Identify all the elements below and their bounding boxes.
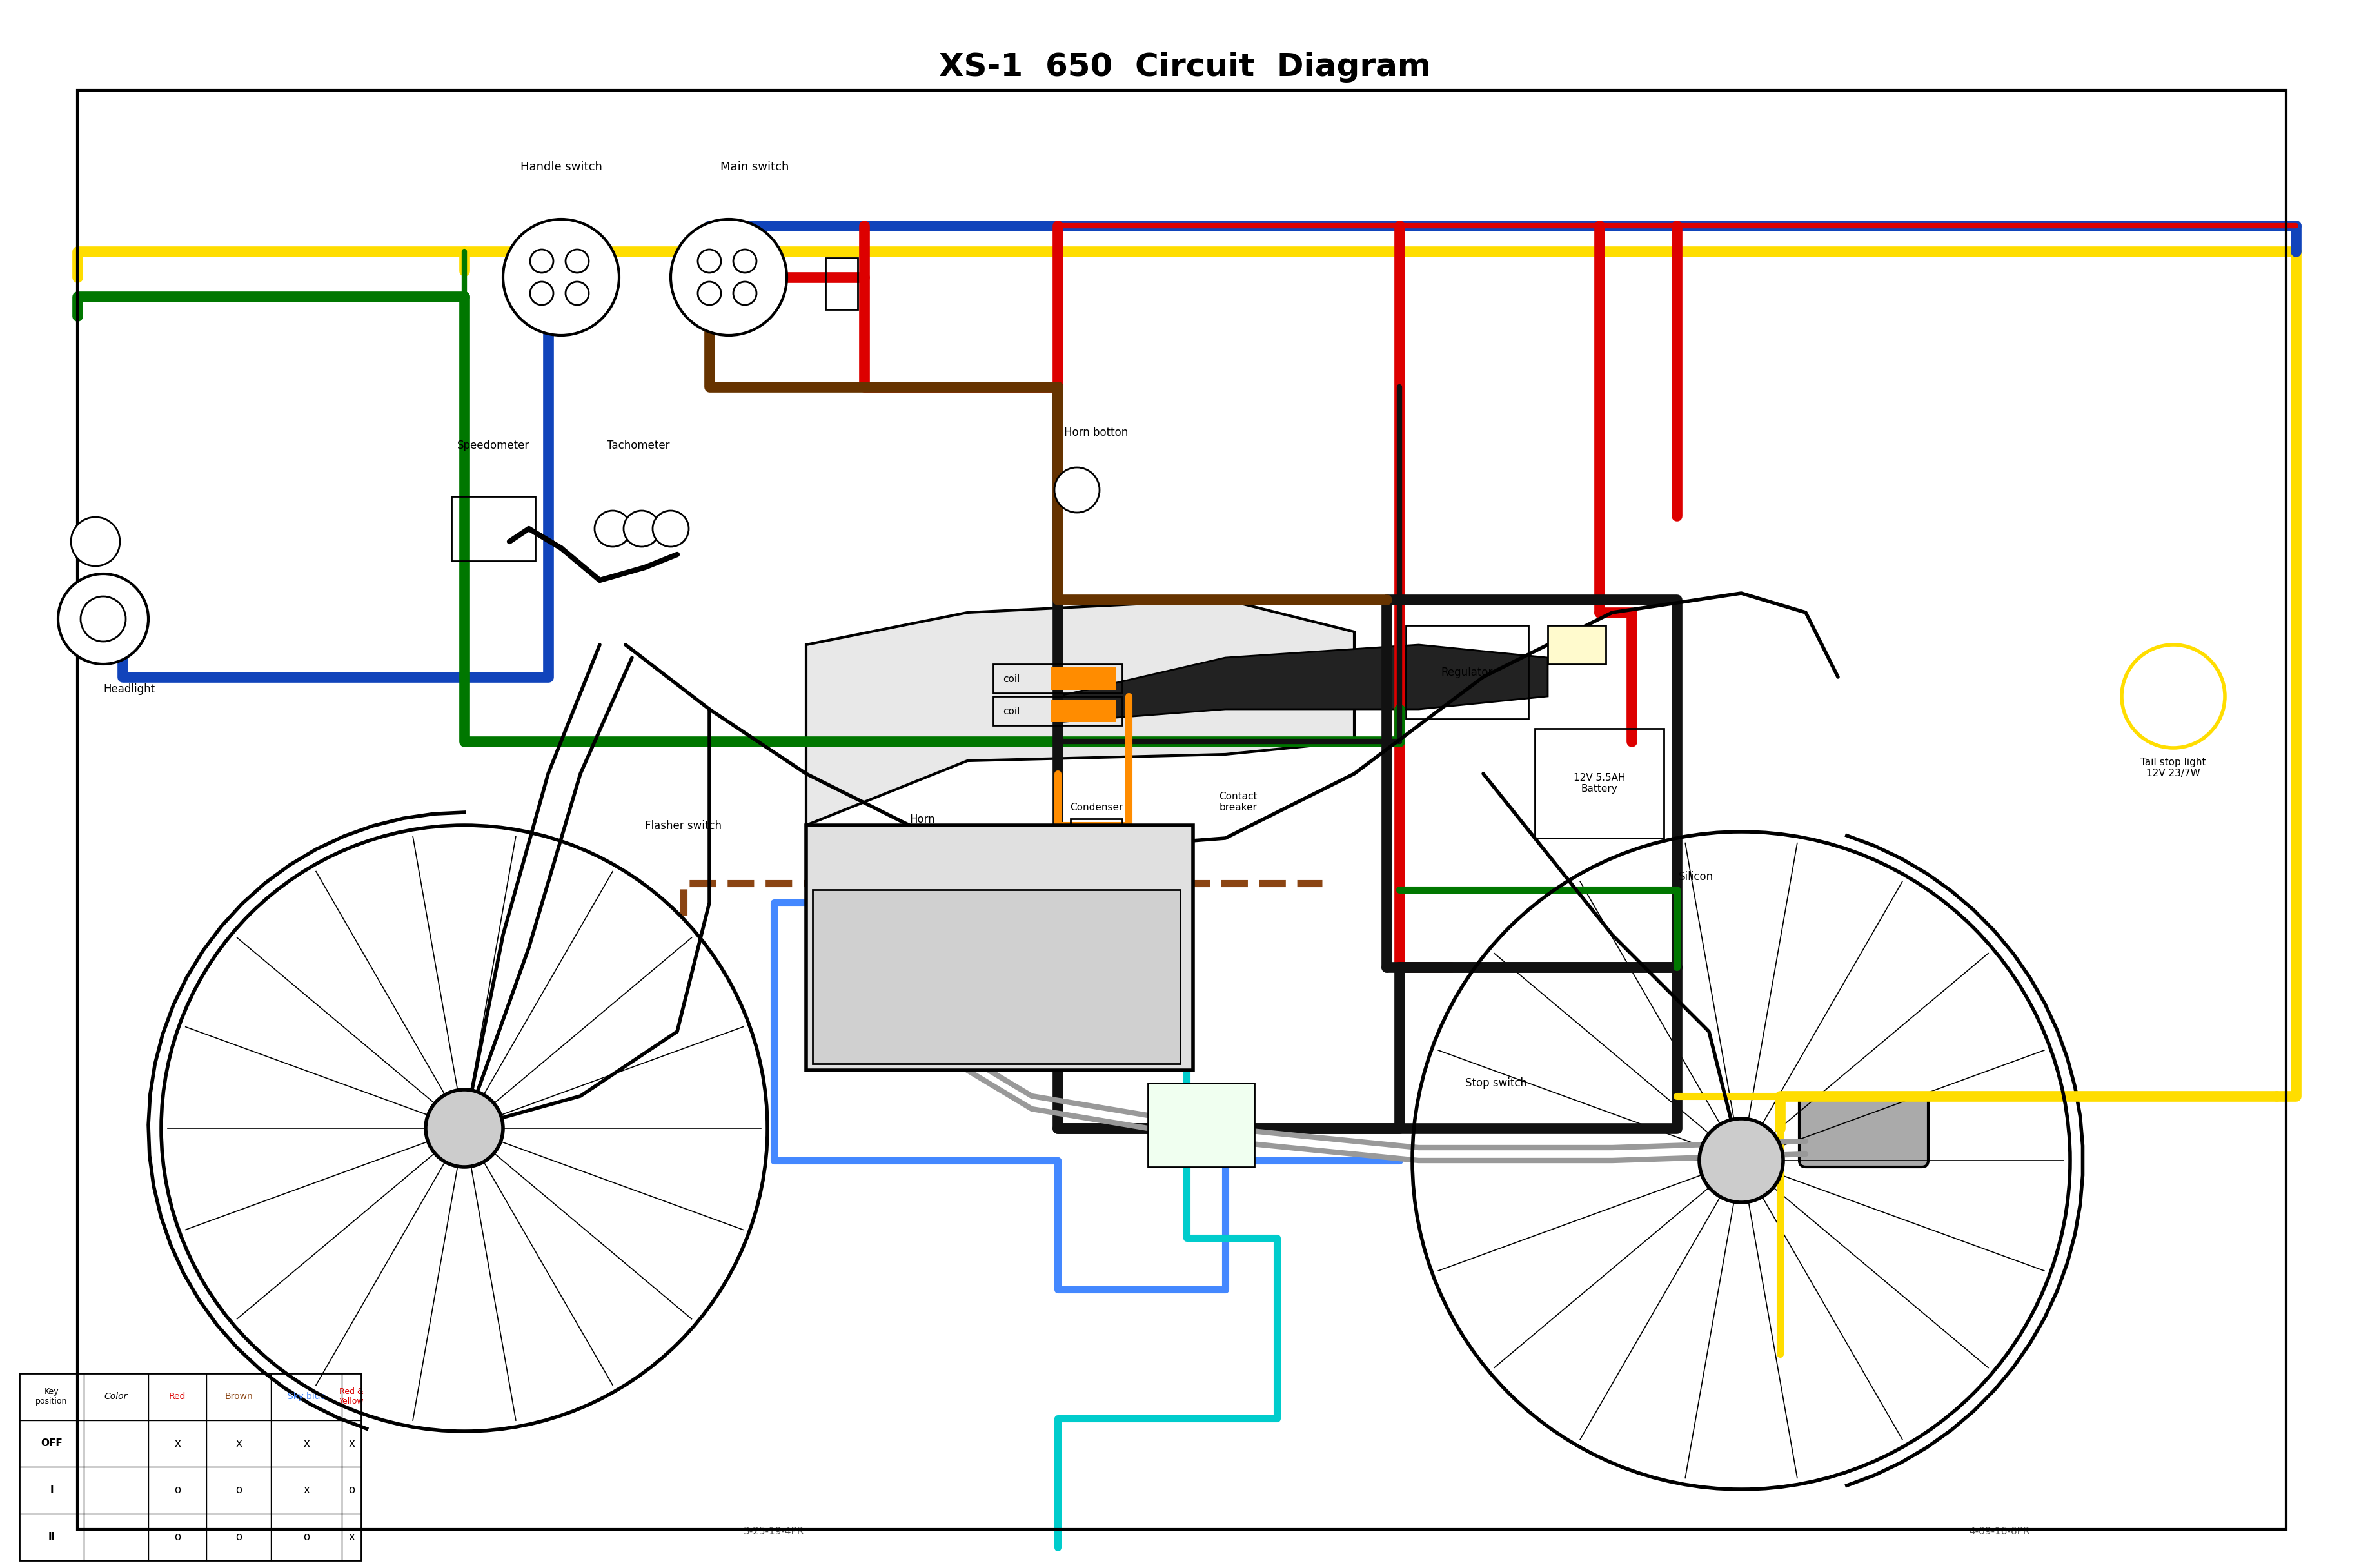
Circle shape — [697, 249, 720, 273]
Circle shape — [531, 249, 552, 273]
Bar — [1548, 626, 1607, 665]
Text: x: x — [348, 1530, 356, 1543]
Text: x: x — [235, 1438, 242, 1449]
Circle shape — [502, 220, 619, 336]
Text: Stop switch: Stop switch — [1465, 1077, 1526, 1088]
Circle shape — [566, 249, 588, 273]
Circle shape — [531, 282, 552, 304]
Text: x: x — [303, 1485, 310, 1496]
Text: Silicon: Silicon — [1678, 872, 1714, 883]
Text: Key
position: Key position — [36, 1388, 66, 1405]
Circle shape — [652, 511, 690, 547]
Bar — [1052, 668, 1116, 690]
Polygon shape — [806, 599, 1353, 825]
FancyBboxPatch shape — [1799, 1096, 1929, 1167]
Circle shape — [71, 517, 121, 566]
Circle shape — [1055, 467, 1100, 513]
Circle shape — [595, 511, 630, 547]
Text: x: x — [348, 1438, 356, 1449]
Text: Tail stop light
12V 23/7W: Tail stop light 12V 23/7W — [2140, 757, 2206, 778]
Polygon shape — [1057, 644, 1548, 723]
Text: Neutral
Switch: Neutral Switch — [1183, 1115, 1218, 1135]
Text: Brown: Brown — [225, 1392, 254, 1402]
Text: 12V 5.5AH
Battery: 12V 5.5AH Battery — [1574, 773, 1626, 793]
Text: Regulator: Regulator — [1441, 666, 1493, 679]
Text: XS-1  650  Circuit  Diagram: XS-1 650 Circuit Diagram — [939, 52, 1431, 83]
Text: o: o — [348, 1485, 356, 1496]
Text: Color: Color — [104, 1392, 128, 1402]
Text: 4-09-16-6PR: 4-09-16-6PR — [1969, 1527, 2029, 1537]
Text: Main switch: Main switch — [720, 162, 789, 172]
Circle shape — [671, 220, 787, 336]
Text: o: o — [235, 1485, 242, 1496]
Circle shape — [1699, 1118, 1782, 1203]
Text: Tachometer: Tachometer — [607, 439, 671, 452]
Text: Red &
Yellow: Red & Yellow — [339, 1388, 365, 1405]
Text: Red: Red — [168, 1392, 185, 1402]
Circle shape — [732, 282, 756, 304]
Text: Flasher switch: Flasher switch — [645, 820, 723, 831]
Text: coil: coil — [1003, 674, 1019, 684]
Bar — [1052, 699, 1116, 723]
Text: o: o — [173, 1530, 180, 1543]
Bar — [450, 497, 536, 561]
Circle shape — [697, 282, 720, 304]
Text: II: II — [47, 1532, 55, 1541]
Circle shape — [566, 282, 588, 304]
Text: o: o — [173, 1485, 180, 1496]
Text: I: I — [50, 1485, 55, 1494]
Circle shape — [623, 511, 659, 547]
Text: Horn botton: Horn botton — [1064, 426, 1128, 439]
Circle shape — [2121, 644, 2225, 748]
Circle shape — [81, 596, 126, 641]
Text: OFF: OFF — [40, 1438, 62, 1449]
Text: Contact
breaker: Contact breaker — [1218, 792, 1258, 812]
Text: x: x — [173, 1438, 180, 1449]
Bar — [806, 825, 1192, 1071]
Bar — [813, 889, 1180, 1063]
Text: o: o — [235, 1530, 242, 1543]
Bar — [1536, 729, 1664, 839]
Text: Speedometer: Speedometer — [457, 439, 529, 452]
Bar — [993, 665, 1121, 693]
Text: coil: coil — [1003, 706, 1019, 717]
Circle shape — [732, 249, 756, 273]
Text: Sky blue: Sky blue — [287, 1392, 325, 1402]
Text: Condenser: Condenser — [1069, 803, 1123, 812]
Bar — [19, 1374, 360, 1560]
Bar — [1071, 818, 1121, 903]
Circle shape — [427, 1090, 502, 1167]
Bar — [825, 257, 858, 309]
Text: Headlight: Headlight — [104, 684, 154, 695]
Circle shape — [57, 574, 149, 665]
Text: Horn: Horn — [910, 814, 936, 825]
Bar — [1405, 626, 1529, 718]
Text: 3-25-19-4PR: 3-25-19-4PR — [744, 1527, 803, 1537]
Text: Fuse: Fuse — [1567, 640, 1588, 649]
Text: x: x — [303, 1438, 310, 1449]
Bar — [993, 696, 1121, 726]
Text: o: o — [303, 1530, 310, 1543]
Bar — [1147, 1083, 1254, 1167]
Text: Handle switch: Handle switch — [519, 162, 602, 172]
